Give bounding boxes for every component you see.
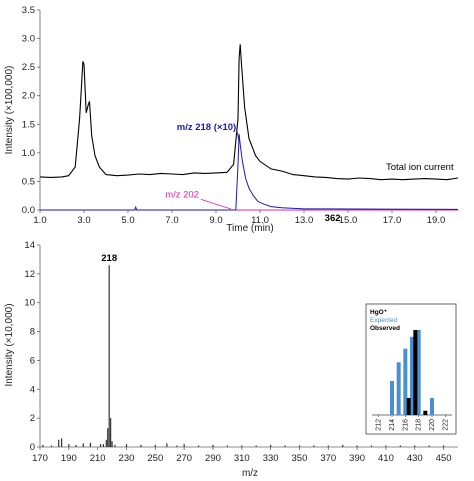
top-annotation-pointer-1	[236, 131, 240, 142]
top-y-tick-label: 1.5	[22, 119, 35, 130]
inset-x-tick-label: 220	[429, 419, 436, 431]
bottom-axes: 0 2 4 6 8 10 12 14 170 190 210 230 250 270 290 310 330 35…	[24, 240, 458, 464]
inset-bar-observed	[413, 330, 418, 415]
bottom-y-tick-label: 0	[30, 442, 35, 453]
top-annotation-3: m/z 202	[165, 189, 199, 200]
bottom-x-tick-label: 170	[32, 453, 48, 464]
top-y-axis-label: Intensity (×100,000)	[4, 66, 15, 155]
inset-bars-group: 212 214 216 218 220 222	[372, 330, 452, 431]
peak-label: 218	[101, 253, 117, 264]
bottom-x-tick-label: 230	[119, 453, 135, 464]
top-series-group	[39, 44, 459, 211]
top-y-tick-label: 3.5	[22, 5, 35, 16]
bottom-y-tick-label: 2	[30, 413, 35, 424]
top-x-tick-label: 17.0	[383, 215, 402, 226]
bottom-x-tick-label: 370	[320, 453, 336, 464]
bottom-x-tick-label: 450	[436, 453, 452, 464]
inset-bar-expected	[410, 336, 414, 415]
bottom-y-tick-label: 12	[24, 269, 35, 280]
bottom-x-tick-label: 250	[147, 453, 163, 464]
bottom-x-tick-label: 330	[263, 453, 279, 464]
inset-bar-observed	[423, 410, 428, 415]
top-y-tick-label: 0.0	[22, 205, 35, 216]
bottom-y-tick-label: 4	[30, 384, 35, 395]
inset-bar-expected	[396, 362, 401, 415]
top-annotation-pointer-3	[200, 199, 232, 210]
top-y-tick-label: 2.5	[22, 62, 35, 73]
top-axes: 0.0 0.5 1.0 1.5 2.0 2.5 3.0 3.5 1.0 3.0 5.0 7.0 9.0 1…	[22, 5, 458, 226]
inset-legend-entry-1: HgO⁺	[370, 309, 388, 316]
bottom-x-tick-label: 390	[349, 453, 365, 464]
inset-legend-entry-3: Observed	[370, 325, 400, 332]
top-x-axis-label: Time (min)	[226, 223, 273, 234]
top-x-tick-label: 3.0	[77, 215, 90, 226]
bottom-y-tick-label: 14	[24, 240, 35, 251]
top-x-tick-label: 9.0	[209, 215, 222, 226]
top-x-tick-label: 1.0	[33, 215, 46, 226]
inset-x-tick-label: 218	[416, 419, 423, 431]
top-series-line-2	[40, 133, 459, 211]
bottom-x-tick-label: 190	[61, 453, 77, 464]
inset-x-tick-label: 212	[376, 419, 383, 431]
inset-bar-expected	[403, 348, 408, 415]
bottom-x-tick-label: 290	[205, 453, 221, 464]
top-series-line-1	[39, 44, 459, 181]
mass-spectrum-panel: 0 2 4 6 8 10 12 14 170 190 210 230 250 270 290 310 330 35…	[4, 240, 458, 479]
inset-bar-expected	[390, 381, 394, 415]
bottom-x-tick-label: 410	[378, 453, 394, 464]
top-annotation-4: 362	[325, 213, 341, 224]
top-annotations: m/z 218 (×10) Total ion current m/z 202 362	[165, 122, 454, 224]
bottom-y-tick-label: 8	[30, 327, 35, 338]
inset-x-tick-label: 216	[402, 419, 409, 431]
inset-bar-observed	[406, 398, 411, 415]
top-x-tick-label: 5.0	[121, 215, 134, 226]
top-x-tick-label: 7.0	[165, 215, 178, 226]
top-x-tick-label: 19.0	[427, 215, 446, 226]
bottom-x-tick-label: 210	[90, 453, 106, 464]
inset-x-tick-label: 222	[442, 419, 449, 431]
inset-legend-entry-2: Expected	[370, 317, 397, 324]
bottom-bars-group	[42, 265, 445, 447]
inset-bar-expected	[416, 330, 421, 415]
top-y-tick-label: 1.0	[22, 148, 35, 159]
bottom-y-tick-label: 10	[24, 298, 35, 309]
chromatogram-panel: 0.0 0.5 1.0 1.5 2.0 2.5 3.0 3.5 1.0 3.0 5.0 7.0 9.0 1…	[4, 5, 459, 234]
top-y-tick-label: 2.0	[22, 91, 35, 102]
bottom-y-axis-label: Intensity (×10,000)	[4, 303, 15, 386]
bottom-x-tick-label: 430	[407, 453, 423, 464]
top-x-tick-label: 13.0	[295, 215, 314, 226]
top-x-tick-label: 15.0	[339, 215, 358, 226]
top-annotation-1: m/z 218 (×10)	[177, 122, 236, 133]
top-y-tick-label: 0.5	[22, 176, 35, 187]
inset-bar-expected	[430, 398, 434, 415]
bottom-x-tick-label: 310	[234, 453, 250, 464]
top-annotation-2: Total ion current	[386, 162, 454, 173]
inset-x-tick-label: 214	[389, 419, 396, 431]
bottom-x-tick-label: 270	[176, 453, 192, 464]
bottom-x-tick-label: 350	[292, 453, 308, 464]
top-x-tick-label: 11.0	[251, 215, 269, 226]
bottom-y-tick-label: 6	[30, 355, 35, 366]
bottom-x-axis-label: m/z	[242, 468, 258, 479]
top-y-tick-label: 3.0	[22, 34, 35, 45]
